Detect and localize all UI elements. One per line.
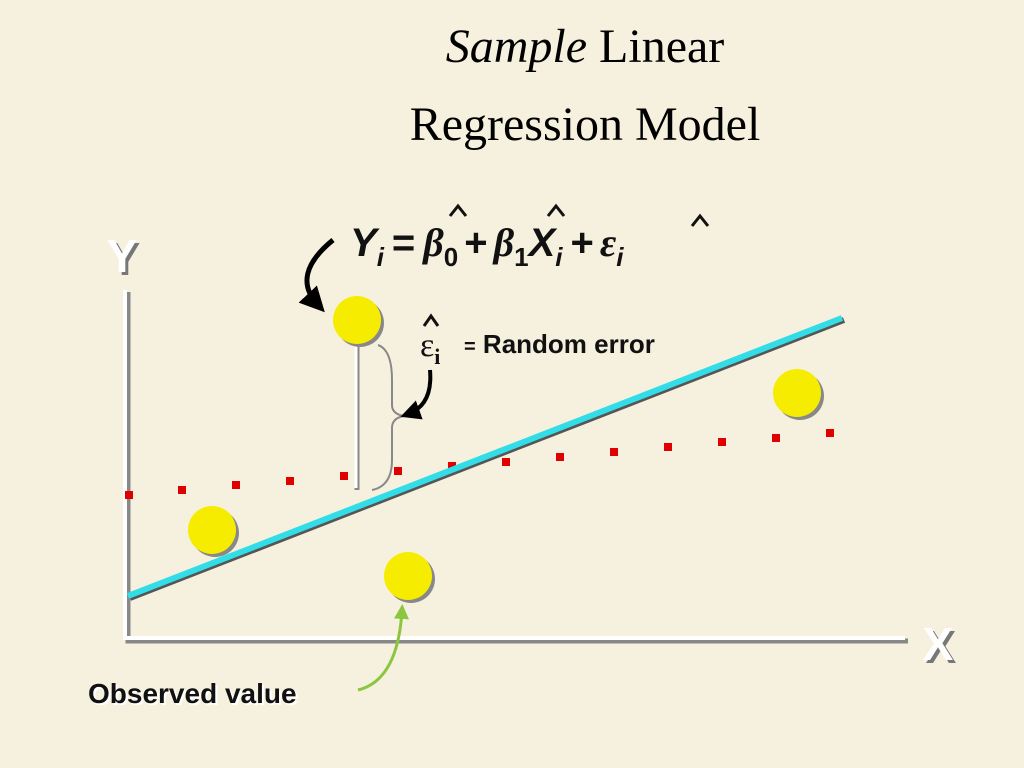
error-arrow (400, 369, 433, 420)
text-part: = (464, 336, 476, 358)
text-part: Random error (483, 329, 655, 359)
axes (123, 290, 908, 644)
x-label-shadow: X (926, 621, 957, 673)
text-part: i (616, 242, 624, 272)
title-line1: Sample Linear (446, 20, 725, 73)
text-part: X (527, 221, 558, 265)
text-part: β (492, 220, 515, 265)
text-part: i (377, 242, 385, 272)
text-part: β (421, 220, 444, 265)
y-label: Y (107, 230, 138, 282)
regression-line (126, 315, 844, 599)
text-part: 0 (444, 242, 458, 272)
title-line2: Regression Model (410, 98, 761, 151)
y-label-shadow: Y (110, 233, 141, 285)
title-italic: Sample (446, 20, 587, 73)
text-part: i (434, 344, 440, 369)
hats (448, 203, 710, 227)
error-hat (422, 313, 440, 327)
observed-label: Observed value (88, 678, 297, 709)
observed-arrow (357, 604, 409, 692)
error-symbol: εi (420, 327, 440, 369)
error-label: = Random error (464, 329, 655, 359)
dotted-line (125, 429, 834, 499)
equation-arrow (298, 238, 335, 313)
text-part: 1 (514, 242, 528, 272)
points (188, 296, 824, 603)
text-part: ε (600, 220, 617, 265)
text-part: = (392, 221, 415, 265)
text-part: + (571, 221, 594, 265)
text-part: ε (420, 327, 434, 364)
title-rest: Linear (599, 20, 724, 73)
observed-label-shadow: Observed value (90, 680, 299, 711)
x-label: X (923, 618, 954, 670)
equation: Yi = β0 + β1Xi + εi (350, 220, 624, 272)
text-part: + (464, 221, 487, 265)
text-part: i (555, 242, 563, 272)
text-part: Y (350, 221, 380, 265)
